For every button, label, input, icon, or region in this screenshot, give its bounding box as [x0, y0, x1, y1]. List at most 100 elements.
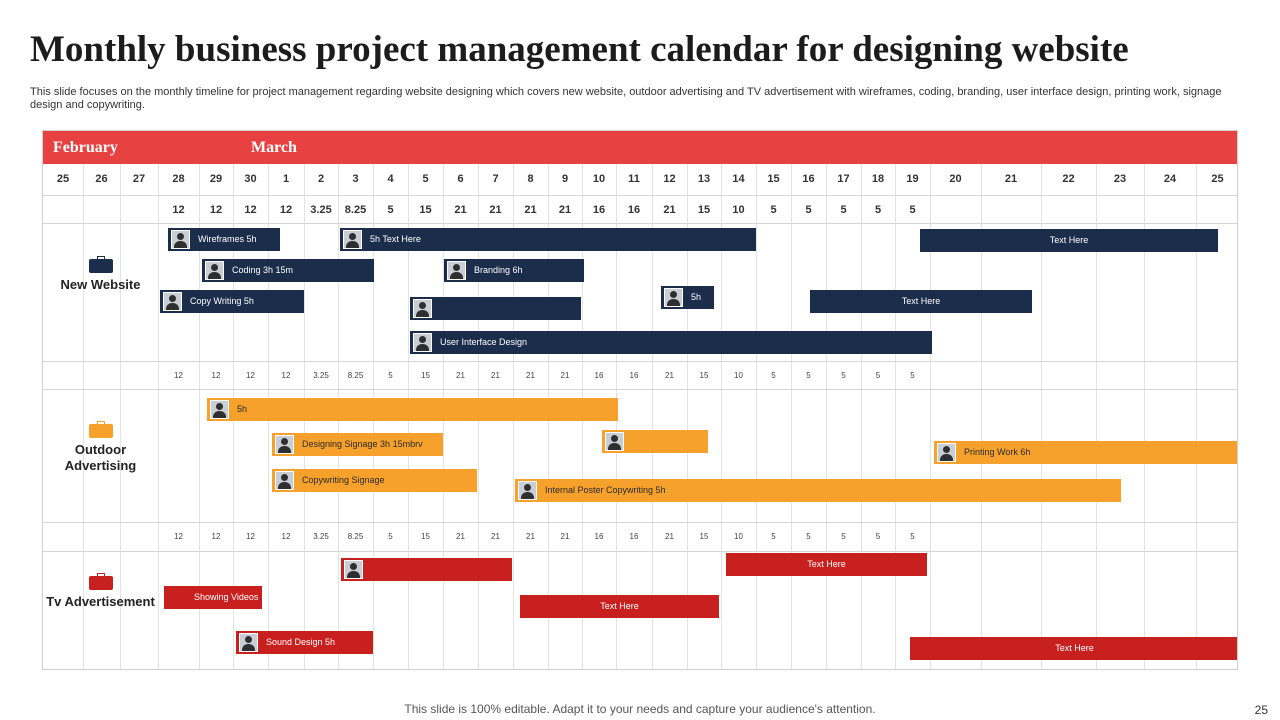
hours-value: 5: [910, 371, 915, 380]
task-bar[interactable]: Text Here: [726, 553, 927, 576]
hours-value: 10: [732, 204, 745, 216]
hours-value: 12: [246, 532, 255, 541]
task-bar[interactable]: Wireframes 5h: [168, 228, 280, 251]
task-bar-label: User Interface Design: [440, 337, 528, 347]
task-bar[interactable]: Sound Design 5h: [236, 631, 373, 654]
day-number: 18: [871, 173, 885, 185]
person-photo-icon: [605, 432, 624, 451]
slide-subtitle: This slide focuses on the monthly timeli…: [30, 86, 1222, 111]
hours-value: 12: [209, 204, 223, 216]
briefcase-icon: [88, 421, 113, 438]
person-photo-icon: [518, 481, 537, 500]
task-bar[interactable]: Showing Videos: [164, 586, 262, 609]
task-bar[interactable]: Copywriting Signage: [272, 469, 477, 492]
section-label: New Website: [60, 277, 141, 292]
grid-column-line: [83, 164, 84, 669]
task-bar-label: Text Here: [807, 559, 846, 569]
day-number: 5: [422, 173, 429, 185]
hours-value: 21: [526, 532, 535, 541]
task-bar-label: Text Here: [1055, 643, 1094, 653]
task-bar[interactable]: Branding 6h: [444, 259, 584, 282]
task-bar-label: Printing Work 6h: [964, 447, 1031, 457]
hours-value: 21: [491, 532, 500, 541]
hours-value: 21: [665, 371, 674, 380]
section-tv-advertisement: Tv Advertisement: [43, 573, 158, 610]
day-number: 26: [95, 173, 108, 185]
section-outdoor-advertising: Outdoor Advertising: [43, 421, 158, 474]
briefcase-icon: [88, 573, 113, 590]
person-photo-icon: [275, 435, 294, 454]
hours-value: 12: [174, 371, 183, 380]
task-bar-label: Copywriting Signage: [302, 475, 385, 485]
person-photo-icon: [163, 292, 182, 311]
hours-value: 12: [281, 532, 291, 541]
hours-value: 5: [771, 371, 776, 380]
day-number: 14: [732, 173, 745, 185]
task-bar[interactable]: Copy Writing 5h: [160, 290, 304, 313]
hours-value: 5: [840, 204, 847, 216]
day-number: 28: [172, 173, 185, 185]
task-bar[interactable]: [341, 558, 512, 581]
task-bar-label: Text Here: [600, 601, 639, 611]
page-number: 25: [1254, 703, 1268, 717]
hours-value: 5: [841, 532, 846, 541]
task-bar[interactable]: Internal Poster Copywriting 5h: [515, 479, 1121, 502]
day-number: 25: [56, 173, 70, 185]
task-bar[interactable]: 5h: [661, 286, 714, 309]
task-bar[interactable]: [410, 297, 581, 320]
hours-value: 21: [454, 204, 467, 216]
task-bar[interactable]: Text Here: [910, 637, 1237, 660]
hours-value: 5: [874, 204, 882, 216]
task-bar[interactable]: 5h Text Here: [340, 228, 756, 251]
grid-column-line: [981, 164, 982, 669]
task-bar[interactable]: Text Here: [920, 229, 1218, 252]
grid-row-line: [43, 361, 1237, 362]
day-number: 21: [1004, 173, 1018, 185]
hours-value: 15: [699, 371, 709, 380]
person-photo-icon: [447, 261, 466, 280]
section-label: Outdoor Advertising: [64, 442, 137, 473]
hours-value: 5: [909, 204, 916, 216]
grid-column-line: [1144, 164, 1145, 669]
hours-value: 8.25: [347, 532, 364, 541]
hours-value: 16: [627, 204, 641, 216]
grid-column-line: [861, 164, 862, 669]
grid-column-line: [1096, 164, 1097, 669]
grid-column-line: [1041, 164, 1042, 669]
month-label-february: February: [53, 139, 118, 156]
hours-value: 5: [387, 204, 394, 216]
day-number: 17: [837, 173, 850, 185]
grid-column-line: [895, 164, 896, 669]
task-bar-label: 5h Text Here: [370, 234, 421, 244]
day-number: 20: [949, 173, 962, 185]
hours-value: 16: [592, 204, 606, 216]
task-bar[interactable]: User Interface Design: [410, 331, 932, 354]
task-bar[interactable]: 5h: [207, 398, 618, 421]
person-photo-icon: [275, 471, 294, 490]
task-bar[interactable]: Designing Signage 3h 15mbrv: [272, 433, 443, 456]
day-number: 9: [561, 173, 569, 185]
hours-value: 12: [211, 532, 221, 541]
hours-value: 15: [419, 204, 432, 216]
day-number: 10: [592, 173, 606, 185]
task-bar[interactable]: Text Here: [520, 595, 719, 618]
day-number: 6: [457, 173, 464, 185]
task-bar-label: Wireframes 5h: [198, 234, 257, 244]
day-number: 8: [527, 173, 534, 185]
day-number: 3: [352, 173, 359, 185]
task-bar[interactable]: Printing Work 6h: [934, 441, 1237, 464]
person-photo-icon: [343, 230, 362, 249]
day-number: 22: [1062, 173, 1075, 185]
task-bar[interactable]: [602, 430, 708, 453]
task-bar[interactable]: Text Here: [810, 290, 1032, 313]
grid-column-line: [652, 164, 653, 669]
task-bar[interactable]: Coding 3h 15m: [202, 259, 374, 282]
day-number: 12: [663, 173, 676, 185]
hours-value: 16: [629, 532, 639, 541]
hours-value: 3.25: [313, 532, 329, 541]
task-bar-label: Branding 6h: [474, 265, 523, 275]
day-number: 25: [1211, 173, 1224, 185]
slide-title: Monthly business project management cale…: [30, 29, 1129, 70]
day-number: 2: [317, 173, 325, 185]
day-number: 30: [244, 173, 257, 185]
